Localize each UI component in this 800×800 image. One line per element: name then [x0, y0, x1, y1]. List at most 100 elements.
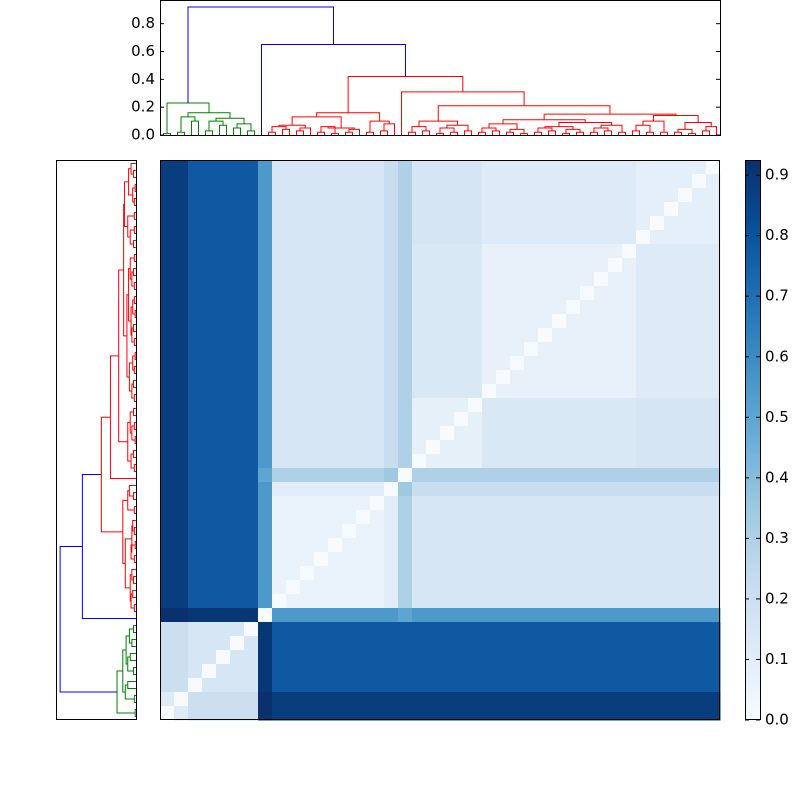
heatmap-cell [622, 608, 637, 623]
heatmap-cell [482, 398, 497, 413]
heatmap-cell [482, 664, 497, 679]
heatmap-cell [692, 216, 707, 231]
heatmap-cell [174, 650, 189, 665]
heatmap-cell [496, 608, 511, 623]
heatmap-cell [160, 524, 175, 539]
heatmap-cell [412, 706, 427, 721]
heatmap-cell [496, 454, 511, 469]
heatmap-cell [538, 566, 553, 581]
heatmap-cell [552, 244, 567, 259]
heatmap-cell [370, 482, 385, 497]
heatmap-cell [412, 552, 427, 567]
heatmap-cell [160, 678, 175, 693]
heatmap-cell [160, 174, 175, 189]
heatmap-cell [664, 538, 679, 553]
heatmap-cell [496, 174, 511, 189]
heatmap-cell [384, 510, 399, 525]
heatmap-cell [622, 314, 637, 329]
dendrogram-link [166, 102, 210, 134]
heatmap-cell [706, 622, 721, 637]
heatmap-cell [650, 188, 665, 203]
heatmap-cell [230, 216, 245, 231]
heatmap-cell [608, 538, 623, 553]
heatmap-cell [622, 328, 637, 343]
heatmap-cell [244, 300, 259, 315]
heatmap-cell [538, 202, 553, 217]
heatmap-cell [594, 314, 609, 329]
heatmap-cell [580, 216, 595, 231]
heatmap-cell [510, 244, 525, 259]
dendrogram-link [133, 268, 136, 276]
heatmap-cell [608, 202, 623, 217]
heatmap-cell [314, 258, 329, 273]
heatmap-cell [482, 342, 497, 357]
heatmap-cell [174, 202, 189, 217]
heatmap-cell [580, 440, 595, 455]
heatmap-cell [384, 692, 399, 707]
dendrogram-link [437, 105, 611, 122]
heatmap-cell [482, 426, 497, 441]
heatmap-cell [286, 342, 301, 357]
heatmap-cell [580, 580, 595, 595]
heatmap-cell [482, 412, 497, 427]
heatmap-cell [454, 440, 469, 455]
heatmap-cell [496, 314, 511, 329]
heatmap-cell [202, 552, 217, 567]
heatmap-cell [664, 412, 679, 427]
heatmap-cell [454, 258, 469, 273]
heatmap-cell [160, 482, 175, 497]
heatmap-cell [202, 314, 217, 329]
heatmap-cell [496, 398, 511, 413]
heatmap-cell [370, 538, 385, 553]
heatmap-cell [160, 510, 175, 525]
heatmap-cell [398, 566, 413, 581]
heatmap-cell [272, 384, 287, 399]
heatmap-cell [244, 188, 259, 203]
heatmap-cell [384, 664, 399, 679]
heatmap-cell [552, 258, 567, 273]
heatmap-cell [440, 692, 455, 707]
heatmap-cell [482, 482, 497, 497]
heatmap-cell [594, 468, 609, 483]
heatmap-cell [258, 454, 273, 469]
heatmap-cell [706, 370, 721, 385]
heatmap-cell [650, 454, 665, 469]
heatmap-cell [202, 230, 217, 245]
heatmap-cell [510, 664, 525, 679]
heatmap-cell [412, 230, 427, 245]
y-tick-label: 0.4 [131, 70, 155, 88]
heatmap-cell [608, 692, 623, 707]
heatmap-cell [412, 398, 427, 413]
heatmap-cell [664, 636, 679, 651]
heatmap-cell [412, 454, 427, 469]
heatmap-cell [202, 258, 217, 273]
heatmap-cell [272, 594, 287, 609]
heatmap-cell [342, 706, 357, 721]
heatmap-cell [510, 216, 525, 231]
heatmap-cell [636, 566, 651, 581]
heatmap-cell [524, 370, 539, 385]
heatmap-cell [216, 608, 231, 623]
heatmap-cell [412, 342, 427, 357]
heatmap-cell [664, 398, 679, 413]
dendrogram-link [126, 294, 130, 378]
heatmap-cell [594, 412, 609, 427]
heatmap-cell [510, 510, 525, 525]
heatmap-cell [524, 524, 539, 539]
heatmap-cell [678, 188, 693, 203]
heatmap-cell [608, 482, 623, 497]
heatmap-cell [230, 678, 245, 693]
heatmap-cell [160, 202, 175, 217]
heatmap-cell [412, 426, 427, 441]
heatmap-cell [300, 174, 315, 189]
heatmap-cell [622, 216, 637, 231]
heatmap-cell [244, 678, 259, 693]
dendrogram-link [133, 394, 136, 402]
heatmap-cell [188, 650, 203, 665]
heatmap-cell [580, 244, 595, 259]
heatmap [160, 160, 721, 721]
heatmap-cell [328, 314, 343, 329]
heatmap-cell [328, 202, 343, 217]
heatmap-cell [244, 356, 259, 371]
heatmap-cell [440, 636, 455, 651]
